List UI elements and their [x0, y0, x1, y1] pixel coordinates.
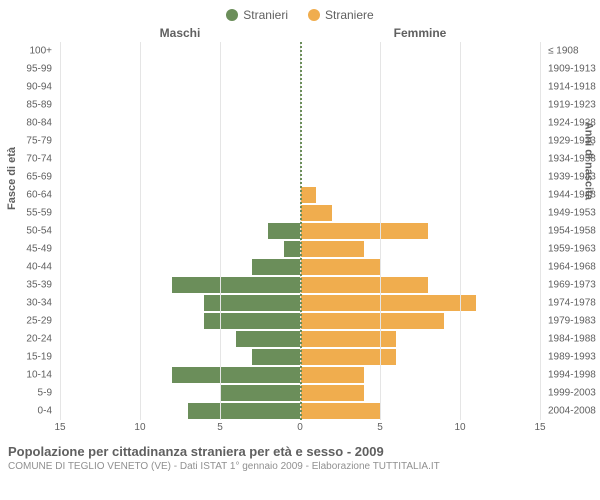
bar-f	[300, 223, 428, 239]
bar-f	[300, 277, 428, 293]
bar-f	[300, 313, 444, 329]
bar-m	[188, 403, 300, 419]
bar-m	[236, 331, 300, 347]
x-tick: 5	[217, 422, 223, 433]
year-label: 1969-1973	[548, 280, 596, 291]
age-label: 45-49	[26, 244, 52, 255]
bar-f	[300, 385, 364, 401]
age-label: 70-74	[26, 154, 52, 165]
swatch-m	[226, 9, 238, 21]
year-label: 1974-1978	[548, 298, 596, 309]
year-label: 1934-1938	[548, 154, 596, 165]
year-label: 1949-1953	[548, 208, 596, 219]
grid-line	[540, 42, 541, 420]
bar-m	[172, 277, 300, 293]
x-tick: 10	[134, 422, 145, 433]
age-label: 5-9	[38, 388, 52, 399]
header-m: Maschi	[60, 26, 300, 40]
year-label: 1999-2003	[548, 388, 596, 399]
year-label: 1954-1958	[548, 226, 596, 237]
grid-line	[60, 42, 61, 420]
year-label: 1939-1943	[548, 172, 596, 183]
age-label: 15-19	[26, 352, 52, 363]
age-label: 10-14	[26, 370, 52, 381]
legend: Stranieri Straniere	[0, 0, 600, 26]
x-tick: 10	[454, 422, 465, 433]
bar-m	[268, 223, 300, 239]
bar-m	[204, 295, 300, 311]
age-label: 95-99	[26, 64, 52, 75]
bar-f	[300, 349, 396, 365]
bar-f	[300, 331, 396, 347]
footer: Popolazione per cittadinanza straniera p…	[0, 438, 600, 472]
swatch-f	[308, 9, 320, 21]
age-label: 0-4	[38, 406, 52, 417]
year-label: 1914-1918	[548, 82, 596, 93]
bar-m	[172, 367, 300, 383]
bar-f	[300, 259, 380, 275]
center-axis	[300, 42, 302, 420]
age-label: 100+	[29, 46, 52, 57]
x-tick: 0	[297, 422, 303, 433]
x-tick: 15	[534, 422, 545, 433]
age-label: 65-69	[26, 172, 52, 183]
age-label: 55-59	[26, 208, 52, 219]
gender-headers: Maschi Femmine	[0, 26, 600, 42]
bar-f	[300, 403, 380, 419]
age-label: 90-94	[26, 82, 52, 93]
year-label: 1994-1998	[548, 370, 596, 381]
x-tick: 15	[54, 422, 65, 433]
bar-m	[252, 259, 300, 275]
x-axis: 15105051015	[60, 420, 540, 438]
bar-m	[220, 385, 300, 401]
age-label: 80-84	[26, 118, 52, 129]
bar-f	[300, 241, 364, 257]
legend-m-label: Stranieri	[243, 8, 288, 22]
bar-f	[300, 295, 476, 311]
year-label: 1929-1933	[548, 136, 596, 147]
bar-m	[252, 349, 300, 365]
legend-item-f: Straniere	[308, 8, 374, 22]
year-label: 1924-1928	[548, 118, 596, 129]
age-label: 40-44	[26, 262, 52, 273]
year-label: 1964-1968	[548, 262, 596, 273]
year-label: 1989-1993	[548, 352, 596, 363]
bar-m	[204, 313, 300, 329]
legend-f-label: Straniere	[325, 8, 374, 22]
age-label: 35-39	[26, 280, 52, 291]
age-label: 75-79	[26, 136, 52, 147]
chart-subtitle: COMUNE DI TEGLIO VENETO (VE) - Dati ISTA…	[8, 461, 592, 472]
bar-f	[300, 187, 316, 203]
age-label: 85-89	[26, 100, 52, 111]
legend-item-m: Stranieri	[226, 8, 288, 22]
bar-f	[300, 205, 332, 221]
grid-line	[380, 42, 381, 420]
year-label: 1944-1948	[548, 190, 596, 201]
age-label: 50-54	[26, 226, 52, 237]
age-label: 25-29	[26, 316, 52, 327]
x-tick: 5	[377, 422, 383, 433]
age-label: 60-64	[26, 190, 52, 201]
chart-title: Popolazione per cittadinanza straniera p…	[8, 444, 592, 459]
bar-f	[300, 367, 364, 383]
year-label: 2004-2008	[548, 406, 596, 417]
year-label: 1979-1983	[548, 316, 596, 327]
header-f: Femmine	[300, 26, 540, 40]
bar-m	[284, 241, 300, 257]
y-axis-left-title: Fasce di età	[6, 147, 18, 210]
grid-line	[140, 42, 141, 420]
year-label: 1909-1913	[548, 64, 596, 75]
year-label: ≤ 1908	[548, 46, 579, 57]
grid-line	[220, 42, 221, 420]
year-label: 1919-1923	[548, 100, 596, 111]
age-label: 20-24	[26, 334, 52, 345]
chart-area: 100+≤ 190895-991909-191390-941914-191885…	[60, 42, 540, 420]
year-label: 1959-1963	[548, 244, 596, 255]
age-label: 30-34	[26, 298, 52, 309]
year-label: 1984-1988	[548, 334, 596, 345]
grid-line	[460, 42, 461, 420]
